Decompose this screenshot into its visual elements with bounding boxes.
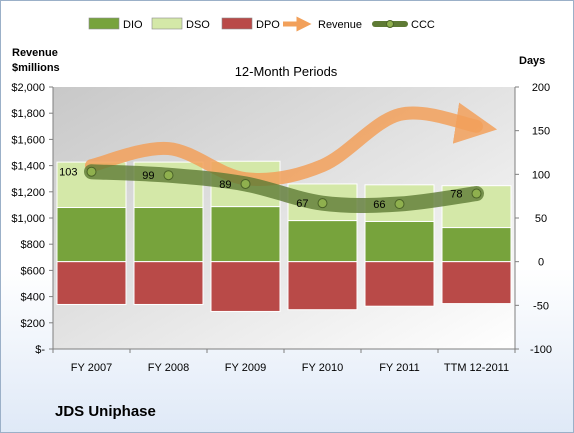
legend-label-revenue: Revenue — [318, 19, 362, 31]
right-tick-label-2: 0 — [538, 257, 544, 269]
right-tick-label-5: 150 — [532, 126, 550, 138]
right-axis-label: Days — [519, 55, 545, 67]
legend-item-dpo: DPO — [221, 17, 280, 31]
bar-dpo-0 — [56, 261, 127, 305]
left-tick-label-10: $2,000 — [11, 82, 45, 94]
ccc-data-label-4: 66 — [373, 199, 385, 211]
left-tick-label-0: $- — [35, 344, 45, 356]
bar-dpo-1 — [133, 261, 204, 305]
ccc-point-3 — [317, 198, 328, 209]
legend-item-ccc: CCC — [372, 19, 435, 31]
left-tick-label-5: $1,000 — [11, 213, 45, 225]
ccc-point-2 — [240, 178, 251, 189]
legend-label-dso: DSO — [186, 19, 210, 31]
ccc-point-4 — [394, 199, 405, 210]
bar-dpo-5 — [441, 261, 512, 305]
bar-dpo-4 — [364, 261, 435, 307]
chart-title: 12-Month Periods — [235, 64, 338, 79]
lines-layer: 103 99 89 67 66 78 — [59, 102, 498, 213]
left-axis-label-line2: $millions — [12, 62, 60, 74]
ccc-point-5 — [471, 188, 482, 199]
bar-dio-5 — [441, 227, 512, 263]
x-tick-label-4: FY 2011 — [379, 362, 420, 374]
company-name: JDS Uniphase — [55, 403, 156, 420]
legend-label-dio: DIO — [123, 19, 143, 31]
bar-dio-4 — [364, 220, 435, 263]
x-tick-label-1: FY 2008 — [148, 362, 189, 374]
ccc-line — [84, 164, 484, 213]
left-tick-label-4: $800 — [21, 239, 45, 251]
ccc-data-label-1: 99 — [142, 170, 154, 182]
bar-dpo-2 — [210, 261, 281, 312]
legend-swatch-dso — [151, 17, 183, 30]
ccc-data-label-2: 89 — [219, 179, 231, 191]
legend-item-revenue: Revenue — [283, 16, 362, 32]
right-tick-label-1: -50 — [533, 300, 549, 312]
left-tick-label-9: $1,800 — [11, 108, 45, 120]
ccc-point-1 — [163, 170, 174, 181]
right-tick-label-4: 100 — [532, 169, 550, 181]
ccc-data-label-5: 78 — [450, 189, 462, 201]
x-tick-label-5: TTM 12-2011 — [444, 362, 509, 374]
bars-layer — [56, 160, 512, 312]
bar-dpo-3 — [287, 261, 358, 311]
legend-item-dio: DIO — [88, 17, 143, 31]
legend-label-dpo: DPO — [256, 19, 280, 31]
bar-dio-3 — [287, 220, 358, 263]
bar-dio-1 — [133, 207, 204, 263]
legend-swatch-dpo — [221, 17, 253, 30]
revenue-line — [85, 102, 498, 186]
bar-dio-2 — [210, 206, 281, 263]
legend: DIO DSO DPO Revenue CCC — [88, 16, 435, 32]
ccc-point-0 — [86, 166, 97, 177]
x-tick-label-0: FY 2007 — [71, 362, 112, 374]
legend-item-dso: DSO — [151, 17, 210, 31]
left-tick-label-6: $1,200 — [11, 187, 45, 199]
left-tick-label-8: $1,600 — [11, 134, 45, 146]
x-tick-label-3: FY 2010 — [302, 362, 343, 374]
left-axis-label-line1: Revenue — [12, 47, 58, 59]
plot-area — [53, 87, 515, 349]
left-tick-label-7: $1,400 — [11, 161, 45, 173]
bar-dio-0 — [56, 207, 127, 263]
ccc-data-label-3: 67 — [296, 198, 308, 210]
left-tick-label-3: $600 — [21, 265, 45, 277]
left-tick-label-2: $400 — [21, 292, 45, 304]
right-tick-label-6: 200 — [532, 82, 550, 94]
axes-layer: $- $200 $400 $600 $800 $1,000 $1,200 $1,400 $1,6… — [11, 82, 552, 374]
ccc-data-label-0: 103 — [59, 167, 77, 179]
legend-label-ccc: CCC — [411, 19, 435, 31]
right-tick-label-0: -100 — [530, 344, 552, 356]
legend-swatch-dio — [88, 17, 120, 30]
left-tick-label-1: $200 — [21, 318, 45, 330]
right-tick-label-3: 50 — [535, 213, 547, 225]
x-tick-label-2: FY 2009 — [225, 362, 266, 374]
legend-swatch-ccc-dot — [386, 20, 394, 28]
